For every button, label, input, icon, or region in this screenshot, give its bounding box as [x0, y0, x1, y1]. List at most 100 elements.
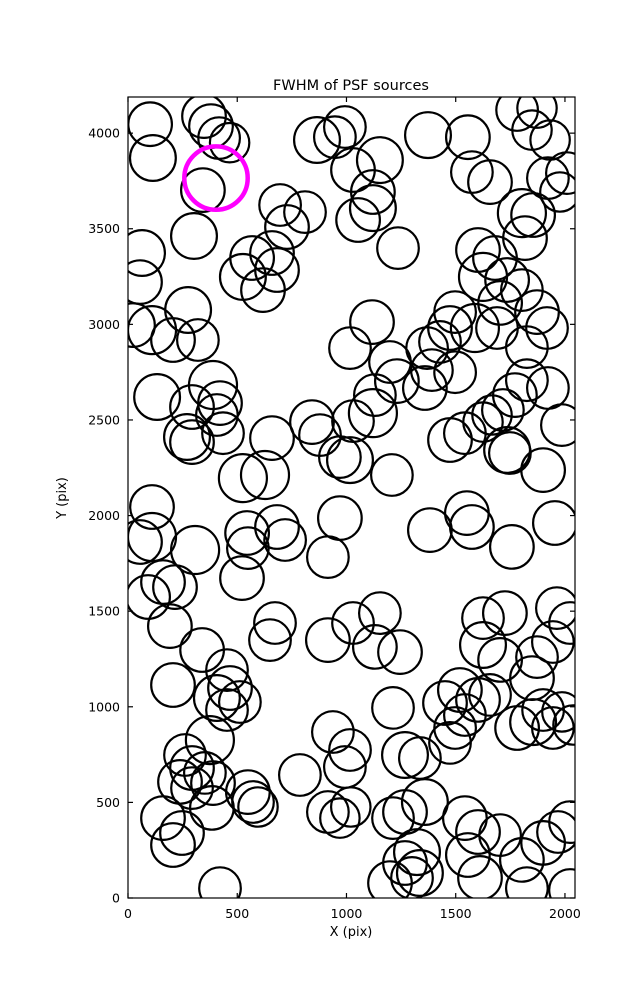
x-tick-label: 1500	[440, 906, 472, 921]
psf-source-circle	[477, 280, 524, 326]
psf-source-circle	[455, 809, 501, 855]
psf-source-circle	[376, 226, 420, 271]
psf-source-circle	[289, 399, 335, 446]
psf-source-circle	[496, 188, 548, 239]
psf-source-circle	[352, 624, 398, 670]
psf-source-circle	[418, 320, 462, 364]
y-tick-label: 1000	[88, 699, 120, 714]
psf-source-circle	[349, 299, 395, 346]
psf-source-circle	[217, 680, 262, 724]
psf-source-circle	[207, 665, 253, 711]
psf-source-circle	[539, 171, 575, 213]
psf-source-circle	[515, 635, 559, 679]
y-tick-label: 1500	[88, 604, 120, 619]
psf-source-circle	[184, 714, 235, 766]
psf-source-circle	[461, 596, 505, 640]
psf-source-circle	[179, 627, 226, 673]
y-tick-label: 4000	[88, 126, 120, 141]
y-tick-label: 2500	[88, 412, 120, 427]
psf-source-circle	[175, 318, 220, 362]
psf-source-circle	[371, 796, 415, 840]
psf-source-circle	[526, 366, 570, 410]
psf-source-circle	[545, 151, 575, 195]
psf-source-circle	[283, 190, 327, 235]
psf-source-circle	[445, 832, 491, 878]
psf-source-circle	[443, 693, 487, 737]
psf-source-circle	[306, 535, 350, 579]
psf-source-circle	[377, 629, 423, 675]
y-axis-label: Y (pix)	[55, 477, 70, 520]
psf-source-circle	[457, 855, 503, 898]
psf-source-circle	[535, 586, 575, 630]
psf-source-circle	[201, 411, 245, 456]
psf-source-circle	[532, 500, 575, 546]
psf-source-circle	[347, 388, 398, 439]
psf-source-circle	[433, 706, 478, 750]
psf-source-circle	[400, 777, 449, 826]
psf-source-circle	[313, 115, 357, 160]
psf-source-circle	[198, 866, 242, 898]
psf-source-circle	[237, 786, 279, 828]
psf-source-circle	[520, 447, 566, 494]
psf-source-circle	[224, 510, 271, 556]
psf-source-circle	[306, 790, 350, 834]
psf-source-circle	[159, 810, 205, 856]
psf-source-circle	[502, 215, 548, 262]
psf-source-circle	[541, 691, 575, 733]
psf-source-circle	[254, 247, 300, 293]
x-tick-label: 500	[225, 906, 249, 921]
psf-source-circle	[355, 136, 404, 185]
psf-source-circle	[194, 393, 239, 437]
psf-source-circle	[229, 235, 276, 281]
psf-source-circle	[516, 97, 558, 129]
psf-source-circle	[495, 97, 539, 132]
psf-source-circle	[319, 797, 361, 839]
psf-source-circle	[348, 184, 397, 233]
psf-source-circle	[190, 760, 236, 806]
psf-source-circle	[472, 235, 518, 281]
psf-source-circle	[374, 358, 420, 405]
psf-source-circle	[128, 302, 156, 348]
psf-source-circle	[462, 401, 504, 443]
y-tick-label: 500	[96, 795, 120, 810]
psf-source-circle	[382, 840, 428, 886]
psf-source-circle	[390, 856, 434, 898]
psf-source-circle	[443, 411, 487, 456]
psf-source-circle	[531, 620, 575, 664]
psf-source-circle	[505, 325, 549, 370]
psf-source-circle	[323, 105, 367, 149]
psf-source-circle	[164, 286, 213, 335]
psf-source-circle	[170, 212, 219, 261]
x-tick-label: 2000	[549, 906, 581, 921]
psf-source-circle	[179, 167, 226, 214]
psf-source-circle	[484, 257, 531, 303]
psf-source-circle	[402, 365, 448, 411]
psf-source-circle	[475, 306, 519, 350]
y-tick-label: 3000	[88, 317, 120, 332]
psf-source-circle	[350, 169, 396, 215]
psf-source-circle	[548, 800, 575, 844]
psf-source-circle	[150, 822, 196, 868]
psf-source-circle	[552, 704, 575, 746]
psf-source-circle	[311, 710, 355, 754]
y-tick-label: 2000	[88, 508, 120, 523]
psf-source-circle	[169, 384, 215, 430]
psf-source-circle	[488, 431, 532, 475]
psf-source-circle	[152, 564, 198, 610]
psf-source-circle	[329, 786, 372, 828]
psf-source-circle	[449, 504, 495, 550]
psf-source-circle	[169, 419, 215, 466]
psf-source-circle	[248, 618, 292, 662]
psf-source-circle	[305, 617, 351, 663]
psf-source-circle	[208, 121, 251, 164]
psf-source-circle	[278, 753, 322, 797]
psf-source-circle	[540, 403, 575, 447]
psf-source-circle	[263, 518, 308, 562]
psf-source-circle	[170, 766, 214, 810]
psf-source-circle	[140, 559, 186, 605]
psf-source-circle	[428, 721, 472, 765]
psf-source-circle	[128, 259, 163, 305]
psf-source-circle	[239, 449, 291, 501]
psf-source-circle	[182, 751, 227, 795]
